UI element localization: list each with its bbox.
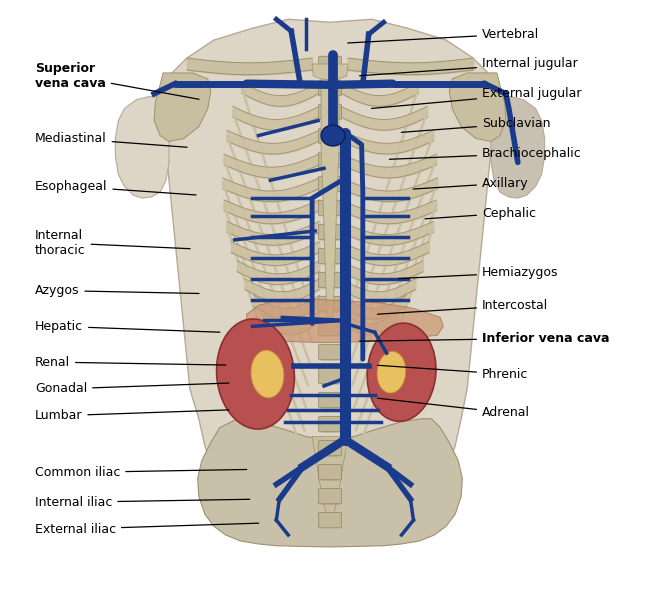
- Polygon shape: [115, 97, 169, 198]
- FancyBboxPatch shape: [319, 344, 341, 360]
- Ellipse shape: [367, 323, 436, 421]
- Text: Phrenic: Phrenic: [378, 365, 529, 380]
- Text: Intercostal: Intercostal: [378, 299, 548, 314]
- FancyBboxPatch shape: [319, 104, 341, 120]
- Text: Adrenal: Adrenal: [378, 398, 530, 419]
- Polygon shape: [321, 76, 339, 317]
- Ellipse shape: [321, 125, 345, 146]
- Text: Common iliac: Common iliac: [35, 466, 247, 479]
- Text: Hepatic: Hepatic: [35, 320, 220, 333]
- FancyBboxPatch shape: [319, 297, 341, 312]
- Text: External jugular: External jugular: [372, 87, 581, 108]
- FancyBboxPatch shape: [319, 224, 341, 240]
- Text: Azygos: Azygos: [35, 284, 199, 297]
- FancyBboxPatch shape: [319, 273, 341, 288]
- FancyBboxPatch shape: [319, 368, 341, 384]
- Polygon shape: [491, 97, 544, 198]
- Ellipse shape: [216, 319, 294, 429]
- FancyBboxPatch shape: [319, 416, 341, 432]
- FancyBboxPatch shape: [319, 249, 341, 264]
- Text: Lumbar: Lumbar: [35, 409, 229, 422]
- FancyBboxPatch shape: [319, 152, 341, 168]
- FancyBboxPatch shape: [319, 488, 341, 504]
- Polygon shape: [312, 437, 348, 523]
- Text: Cephalic: Cephalic: [425, 207, 536, 220]
- FancyBboxPatch shape: [319, 320, 341, 336]
- FancyBboxPatch shape: [319, 200, 341, 216]
- FancyBboxPatch shape: [319, 392, 341, 408]
- Text: Axillary: Axillary: [413, 177, 529, 190]
- FancyBboxPatch shape: [319, 176, 341, 192]
- Text: Hemiazygos: Hemiazygos: [399, 266, 558, 279]
- Text: Internal
thoracic: Internal thoracic: [35, 229, 190, 257]
- Text: Brachiocephalic: Brachiocephalic: [389, 147, 581, 160]
- FancyBboxPatch shape: [319, 512, 341, 528]
- Text: Mediastinal: Mediastinal: [35, 132, 187, 147]
- Text: Superior
vena cava: Superior vena cava: [35, 62, 199, 99]
- Text: Inferior vena cava: Inferior vena cava: [360, 332, 610, 345]
- FancyBboxPatch shape: [319, 128, 341, 144]
- Ellipse shape: [377, 352, 406, 393]
- Polygon shape: [312, 64, 348, 80]
- Polygon shape: [160, 19, 500, 544]
- Ellipse shape: [251, 350, 284, 398]
- Text: Renal: Renal: [35, 356, 226, 368]
- Polygon shape: [247, 300, 444, 343]
- Text: External iliac: External iliac: [35, 522, 259, 536]
- FancyBboxPatch shape: [319, 440, 341, 456]
- Text: Gonadal: Gonadal: [35, 382, 229, 395]
- Text: Vertebral: Vertebral: [348, 28, 539, 43]
- Polygon shape: [197, 419, 463, 547]
- Text: Internal iliac: Internal iliac: [35, 496, 249, 509]
- Text: Esophageal: Esophageal: [35, 180, 196, 195]
- Polygon shape: [154, 73, 211, 141]
- FancyBboxPatch shape: [319, 56, 341, 72]
- FancyBboxPatch shape: [319, 80, 341, 96]
- Text: Subclavian: Subclavian: [401, 117, 550, 132]
- FancyBboxPatch shape: [319, 464, 341, 480]
- Text: Internal jugular: Internal jugular: [360, 58, 578, 75]
- Polygon shape: [449, 73, 506, 141]
